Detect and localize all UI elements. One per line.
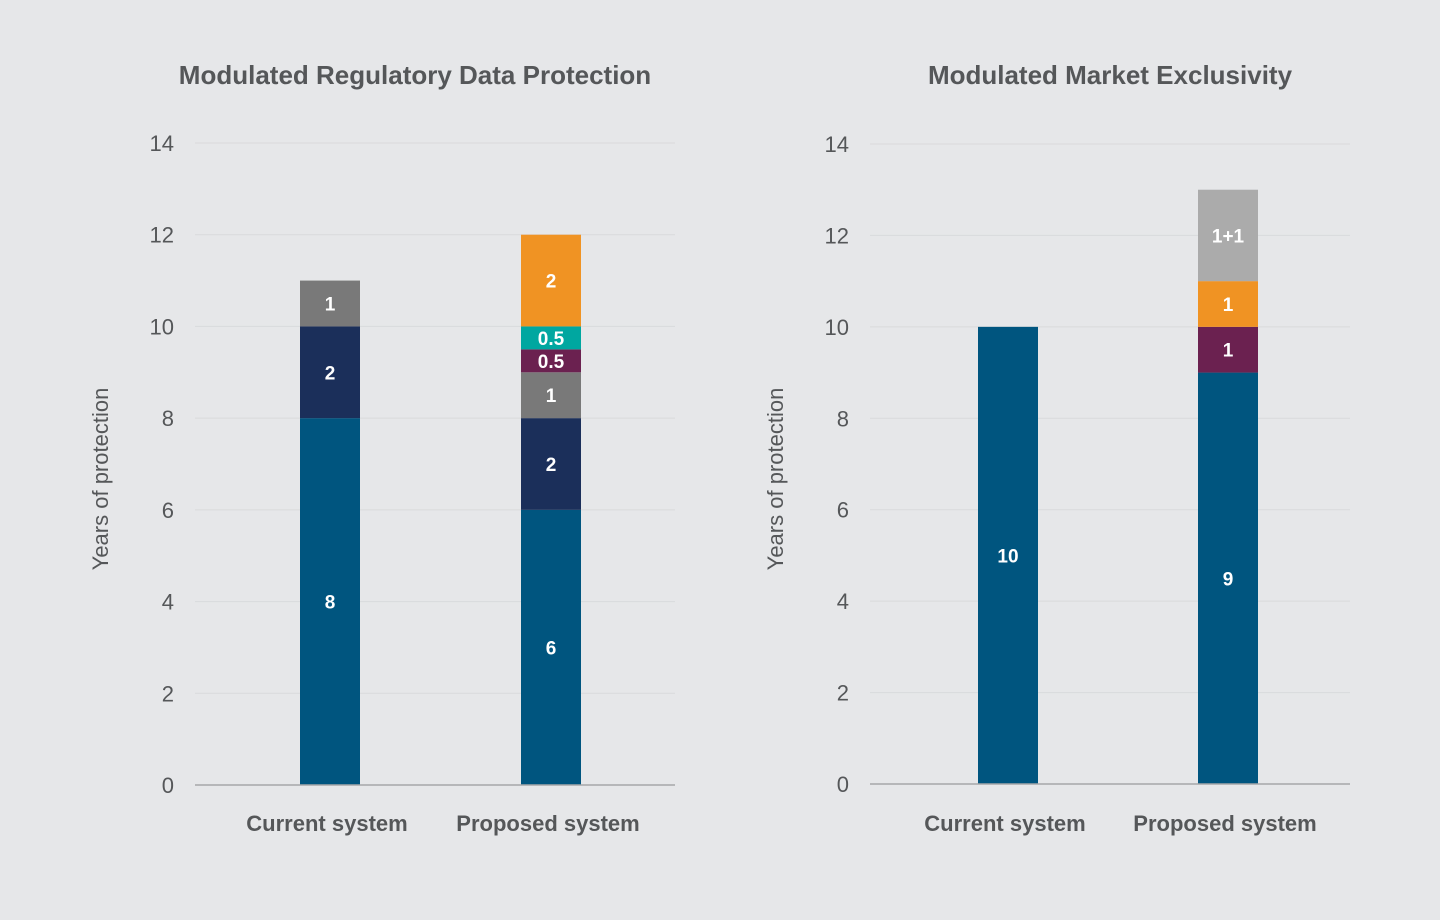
- y-tick-label: 14: [825, 132, 849, 157]
- data-label: 6: [546, 638, 557, 659]
- data-label: 10: [997, 546, 1018, 567]
- bar-segment: [978, 326, 1038, 784]
- y-tick-label: 12: [825, 223, 849, 248]
- x-category-label: Current system: [924, 811, 1085, 836]
- data-label: 1: [1223, 295, 1234, 316]
- data-label: 0.5: [538, 352, 565, 373]
- data-label: 8: [325, 593, 336, 614]
- y-tick-label: 0: [162, 773, 174, 798]
- data-label: 0.5: [538, 329, 565, 350]
- bar-segment: [521, 326, 581, 350]
- y-tick-label: 14: [150, 131, 174, 156]
- chart-2: Modulated Market Exclusivity 0 2 4 6 8 10 12 14 Y…: [763, 60, 1350, 836]
- data-label: 1: [546, 386, 557, 407]
- x-category-label: Proposed system: [456, 811, 639, 836]
- y-tick-label: 2: [162, 681, 174, 706]
- y-tick-label: 4: [837, 589, 849, 614]
- x-category-label: Current system: [246, 811, 407, 836]
- chart-title: Modulated Regulatory Data Protection: [179, 60, 651, 90]
- chart-title: Modulated Market Exclusivity: [928, 60, 1293, 90]
- data-label: 1: [325, 295, 336, 316]
- bar-segment: [1198, 372, 1258, 784]
- bar-segment: [300, 418, 360, 785]
- data-label: 2: [546, 272, 557, 293]
- bar-segment: [1198, 281, 1258, 327]
- bar-segment: [521, 372, 581, 419]
- bar-segment: [1198, 326, 1258, 373]
- y-tick-label: 2: [837, 681, 849, 706]
- y-tick-label: 10: [825, 315, 849, 340]
- bar-segment: [1198, 189, 1258, 282]
- chart-1: Modulated Regulatory Data Protection 0 2 4 6…: [88, 60, 675, 836]
- bar-segment: [521, 234, 581, 327]
- y-tick-label: 4: [162, 590, 174, 615]
- y-tick-label: 8: [837, 406, 849, 431]
- bar-segment: [521, 418, 581, 510]
- bar-segment: [521, 349, 581, 373]
- y-tick-label: 0: [837, 772, 849, 797]
- bar-segment: [300, 326, 360, 419]
- data-label: 9: [1223, 569, 1234, 590]
- y-tick-label: 12: [150, 223, 174, 248]
- y-axis-label: Years of protection: [763, 388, 788, 571]
- bar-segment: [300, 280, 360, 327]
- y-tick-label: 6: [837, 498, 849, 523]
- y-axis-label: Years of protection: [88, 388, 113, 571]
- y-tick-label: 10: [150, 314, 174, 339]
- y-tick-label: 8: [162, 406, 174, 431]
- y-tick-label: 6: [162, 498, 174, 523]
- data-label: 1+1: [1212, 226, 1245, 247]
- x-category-label: Proposed system: [1133, 811, 1316, 836]
- data-label: 2: [325, 363, 336, 384]
- data-label: 2: [546, 455, 557, 476]
- bar-segment: [521, 509, 581, 785]
- data-label: 1: [1223, 341, 1234, 362]
